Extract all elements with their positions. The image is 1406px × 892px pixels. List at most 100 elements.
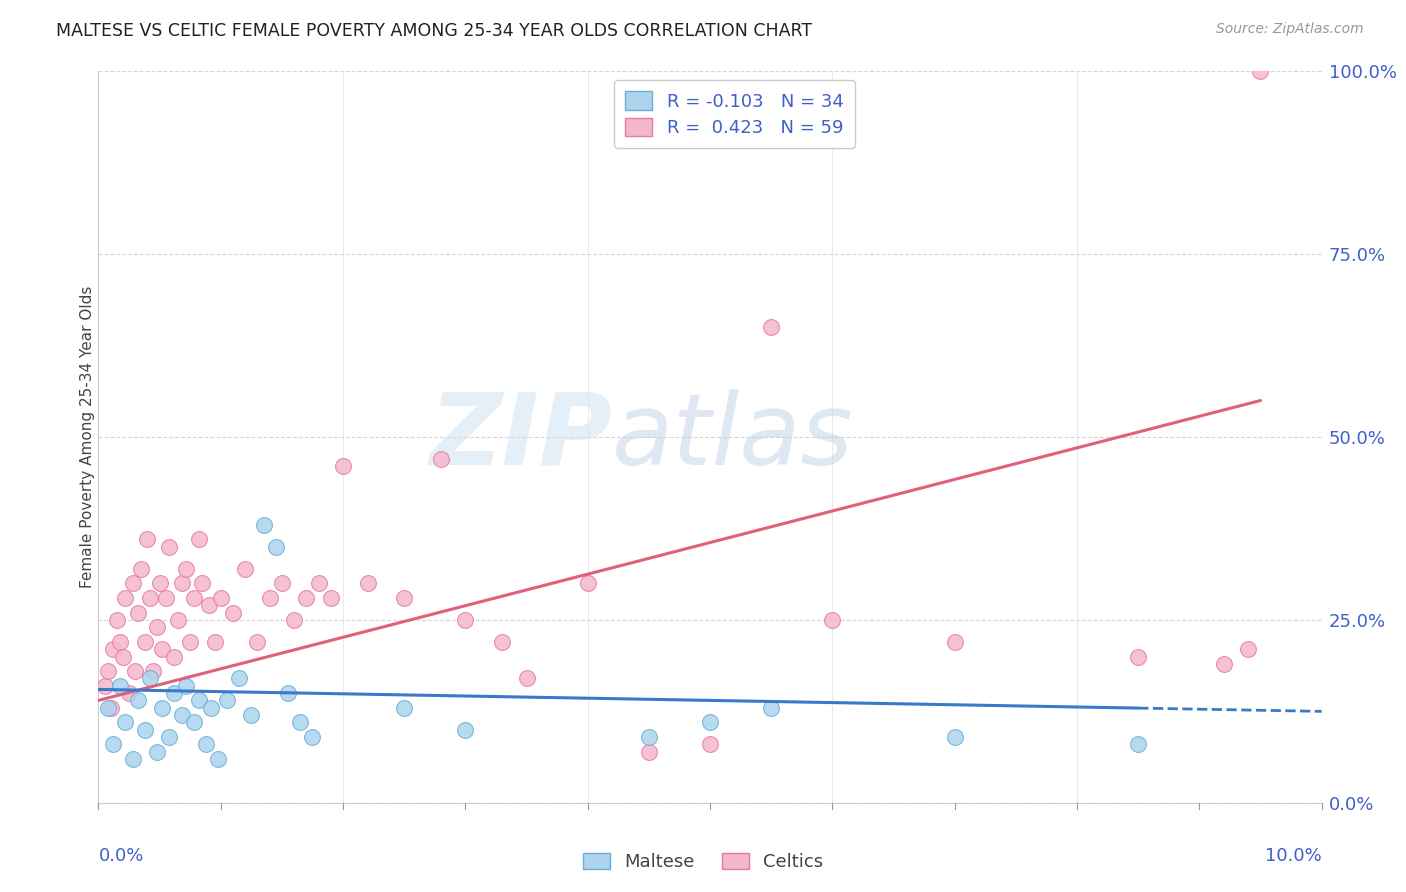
Point	[183, 591, 205, 605]
Point	[134, 723, 156, 737]
Point	[163, 649, 186, 664]
Point	[430, 452, 453, 467]
Point	[101, 737, 124, 751]
Point	[576, 576, 599, 591]
Point	[139, 672, 162, 686]
Point	[97, 664, 120, 678]
Point	[150, 642, 173, 657]
Y-axis label: Female Poverty Among 25-34 Year Olds: Female Poverty Among 25-34 Year Olds	[80, 286, 94, 588]
Point	[114, 715, 136, 730]
Point	[699, 737, 721, 751]
Point	[491, 635, 513, 649]
Point	[195, 737, 218, 751]
Point	[121, 752, 143, 766]
Point	[118, 686, 141, 700]
Point	[146, 620, 169, 634]
Point	[191, 576, 214, 591]
Point	[252, 517, 274, 532]
Point	[127, 693, 149, 707]
Point	[197, 599, 219, 613]
Point	[209, 591, 232, 605]
Point	[454, 723, 477, 737]
Point	[134, 635, 156, 649]
Point	[392, 591, 416, 605]
Point	[699, 715, 721, 730]
Point	[943, 635, 966, 649]
Point	[97, 700, 120, 714]
Point	[1128, 737, 1150, 751]
Point	[200, 700, 222, 714]
Point	[295, 591, 318, 605]
Point	[170, 708, 193, 723]
Point	[356, 576, 378, 591]
Point	[157, 540, 180, 554]
Legend: R = -0.103   N = 34, R =  0.423   N = 59: R = -0.103 N = 34, R = 0.423 N = 59	[614, 80, 855, 148]
Point	[290, 715, 312, 730]
Point	[215, 693, 238, 707]
Point	[207, 752, 229, 766]
Point	[149, 576, 172, 591]
Point	[155, 591, 177, 605]
Point	[638, 730, 661, 744]
Point	[392, 700, 416, 714]
Point	[121, 576, 143, 591]
Point	[187, 693, 209, 707]
Point	[240, 708, 263, 723]
Point	[179, 635, 201, 649]
Point	[821, 613, 844, 627]
Point	[157, 730, 180, 744]
Point	[301, 730, 323, 744]
Point	[163, 686, 186, 700]
Point	[110, 635, 132, 649]
Point	[246, 635, 269, 649]
Point	[124, 664, 146, 678]
Point	[127, 606, 149, 620]
Point	[176, 562, 198, 576]
Point	[761, 320, 783, 334]
Point	[228, 672, 250, 686]
Point	[319, 591, 342, 605]
Legend: Maltese, Celtics: Maltese, Celtics	[575, 846, 831, 879]
Point	[1237, 642, 1260, 657]
Point	[943, 730, 966, 744]
Point	[516, 672, 538, 686]
Text: 10.0%: 10.0%	[1265, 847, 1322, 864]
Point	[136, 533, 159, 547]
Text: Source: ZipAtlas.com: Source: ZipAtlas.com	[1216, 22, 1364, 37]
Point	[204, 635, 226, 649]
Point	[114, 591, 136, 605]
Point	[183, 715, 205, 730]
Point	[283, 613, 305, 627]
Point	[277, 686, 299, 700]
Point	[146, 745, 169, 759]
Point	[332, 459, 354, 474]
Text: MALTESE VS CELTIC FEMALE POVERTY AMONG 25-34 YEAR OLDS CORRELATION CHART: MALTESE VS CELTIC FEMALE POVERTY AMONG 2…	[56, 22, 813, 40]
Point	[105, 613, 128, 627]
Point	[233, 562, 256, 576]
Point	[167, 613, 190, 627]
Point	[93, 679, 115, 693]
Point	[100, 700, 122, 714]
Point	[270, 576, 294, 591]
Point	[1250, 64, 1272, 78]
Point	[187, 533, 209, 547]
Point	[454, 613, 477, 627]
Point	[111, 649, 134, 664]
Point	[638, 745, 661, 759]
Text: ZIP: ZIP	[429, 389, 612, 485]
Point	[176, 679, 198, 693]
Point	[170, 576, 193, 591]
Text: atlas: atlas	[612, 389, 853, 485]
Point	[761, 700, 783, 714]
Point	[259, 591, 281, 605]
Point	[1212, 657, 1234, 671]
Point	[142, 664, 165, 678]
Point	[101, 642, 124, 657]
Point	[129, 562, 152, 576]
Point	[308, 576, 330, 591]
Text: 0.0%: 0.0%	[98, 847, 143, 864]
Point	[1128, 649, 1150, 664]
Point	[150, 700, 173, 714]
Point	[222, 606, 245, 620]
Point	[139, 591, 162, 605]
